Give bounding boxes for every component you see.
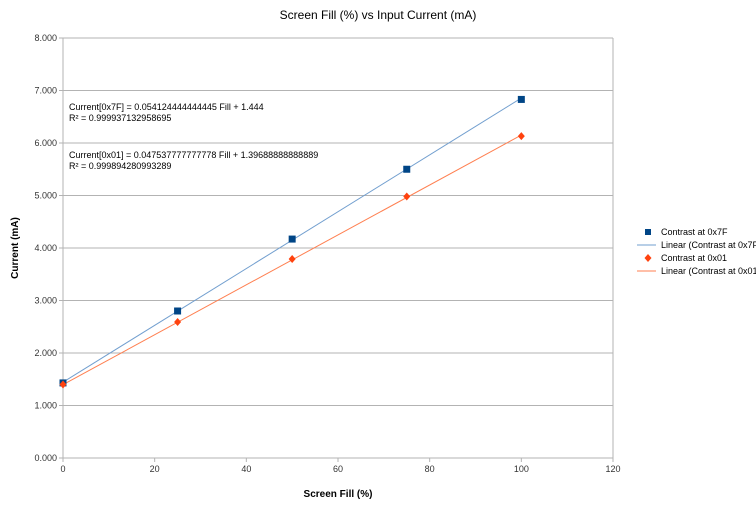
legend-label-0x01: Contrast at 0x01 — [661, 253, 727, 263]
points — [59, 95, 525, 389]
chart-title: Screen Fill (%) vs Input Current (mA) — [280, 8, 477, 22]
x-tick-label: 20 — [150, 464, 160, 474]
x-tick-label: 40 — [241, 464, 251, 474]
legend-label-0x7f: Contrast at 0x7F — [661, 227, 728, 237]
x-axis-label: Screen Fill (%) — [304, 489, 373, 500]
x-tick-label: 120 — [605, 464, 620, 474]
point-0x7f — [403, 165, 411, 173]
point-0x01 — [517, 132, 525, 141]
y-tick-label: 0.000 — [34, 453, 57, 463]
grid — [62, 37, 614, 459]
y-tick-label: 5.000 — [34, 191, 57, 201]
ticks: 0.000 1.000 2.000 3.000 4.000 5.000 6.000 7.000… — [34, 33, 620, 474]
equation-0x01: Current[0x01] = 0.047537777777778 Fill +… — [69, 150, 318, 160]
point-0x7f — [517, 95, 525, 103]
y-axis-label: Current (mA) — [10, 217, 21, 279]
y-tick-label: 1.000 — [34, 401, 57, 411]
point-0x01 — [288, 255, 296, 264]
y-tick-label: 8.000 — [34, 33, 57, 43]
legend-label-trend-0x01: Linear (Contrast at 0x01) — [661, 266, 756, 276]
equation-0x7f: Current[0x7F] = 0.054124444444445 Fill +… — [69, 102, 264, 112]
legend-marker-0x01 — [644, 254, 652, 262]
point-0x01 — [174, 318, 182, 327]
legend: Contrast at 0x7F Linear (Contrast at 0x7… — [637, 227, 756, 276]
point-0x01 — [403, 192, 411, 201]
legend-label-trend-0x7f: Linear (Contrast at 0x7F) — [661, 240, 756, 250]
legend-marker-0x7f — [645, 229, 651, 235]
r2-0x7f: R² = 0.999937132958695 — [69, 113, 171, 123]
point-0x7f — [174, 307, 182, 315]
point-0x7f — [288, 235, 296, 243]
x-tick-label: 80 — [425, 464, 435, 474]
y-tick-label: 4.000 — [34, 243, 57, 253]
y-tick-label: 2.000 — [34, 348, 57, 358]
y-tick-label: 3.000 — [34, 296, 57, 306]
point-0x01 — [59, 380, 67, 389]
x-tick-label: 60 — [333, 464, 343, 474]
y-tick-label: 6.000 — [34, 138, 57, 148]
x-tick-label: 0 — [60, 464, 65, 474]
r2-0x01: R² = 0.999894280993289 — [69, 161, 171, 171]
x-tick-label: 100 — [514, 464, 529, 474]
y-tick-label: 7.000 — [34, 86, 57, 96]
